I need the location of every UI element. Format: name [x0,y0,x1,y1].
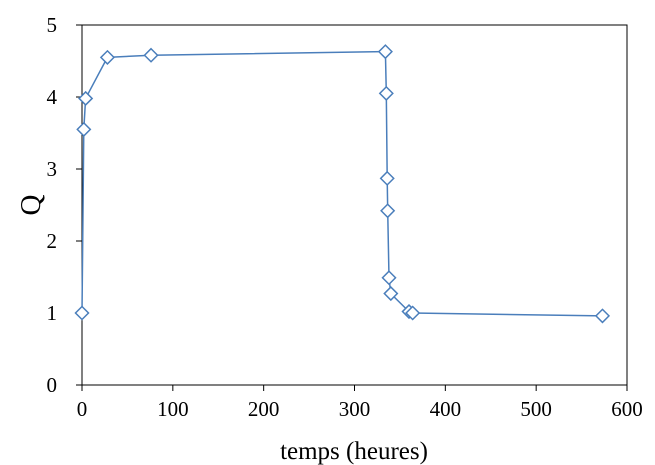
data-point-marker [143,47,159,63]
data-point-marker [74,305,90,321]
x-tick-label: 500 [520,397,552,421]
data-point-marker [76,121,92,137]
y-tick-label: 1 [47,301,58,325]
data-point-marker [377,44,393,60]
x-tick-label: 100 [157,397,189,421]
data-point-marker [383,285,399,302]
y-tick-label: 4 [47,85,58,109]
plot-area-frame [81,24,628,386]
x-tick-label: 200 [248,397,280,421]
x-tick-label: 600 [611,397,643,421]
y-tick-label: 3 [47,157,58,181]
y-tick-label: 5 [47,13,58,37]
data-point-marker [594,308,611,324]
x-tick-label: 400 [430,397,462,421]
series-markers [74,44,611,324]
data-point-marker [405,305,421,321]
x-tick-label: 0 [77,397,88,421]
axis-tick-labels: 0 100 200 300 400 500 600 0 1 2 3 4 5 [47,13,643,421]
x-tick-label: 300 [339,397,371,421]
y-axis-label: Q [15,194,47,215]
y-tick-label: 2 [47,229,58,253]
data-point-marker [380,203,396,219]
axis-ticks [76,24,628,391]
data-point-marker [381,270,397,286]
data-point-marker [378,85,394,101]
data-point-marker [99,49,115,65]
y-tick-label: 0 [47,373,58,397]
x-axis-label: temps (heures) [280,438,428,465]
data-point-marker [379,170,395,186]
data-point-marker [78,90,94,107]
